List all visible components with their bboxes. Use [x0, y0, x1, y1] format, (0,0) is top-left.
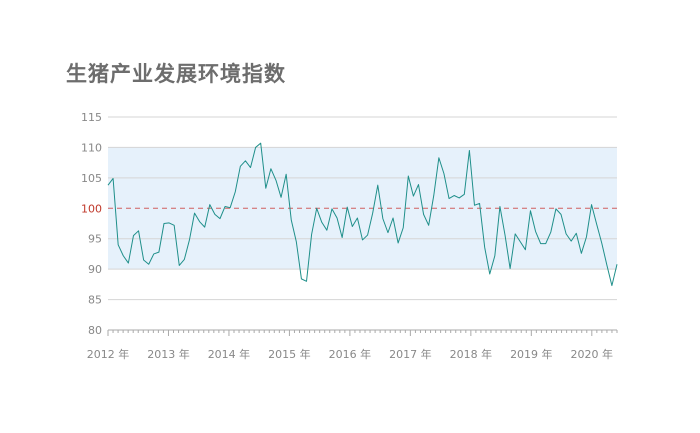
series-line [107, 142, 618, 287]
y-tick-label: 110 [81, 141, 102, 154]
gridlines [108, 116, 617, 331]
x-tick-label: 2017 年 [389, 347, 432, 361]
x-axis [107, 330, 618, 336]
y-tick-label: 95 [88, 233, 102, 246]
y-axis-labels: 115 110 105 100 95 90 85 80 [81, 111, 102, 337]
x-tick-label: 2016 年 [329, 347, 372, 361]
x-tick-label: 2013 年 [147, 347, 190, 361]
x-tick-label: 2015 年 [268, 347, 311, 361]
y-tick-label: 100 [81, 202, 102, 215]
y-tick-label: 85 [88, 294, 102, 307]
x-tick-label: 2019 年 [510, 347, 553, 361]
y-tick-label: 115 [81, 111, 102, 124]
y-tick-label: 90 [88, 263, 102, 276]
chart-title: 生猪产业发展环境指数 [66, 62, 286, 86]
y-tick-label: 80 [88, 324, 102, 337]
x-axis-labels: 2012 年 2013 年 2014 年 2015 年 2016 年 2017 年 2018… [87, 347, 613, 361]
x-tick-label: 2018 年 [450, 347, 493, 361]
x-tick-label: 2012 年 [87, 347, 130, 361]
x-tick-label: 2020 年 [571, 347, 614, 361]
y-tick-label: 105 [81, 172, 102, 185]
x-tick-label: 2014 年 [208, 347, 251, 361]
